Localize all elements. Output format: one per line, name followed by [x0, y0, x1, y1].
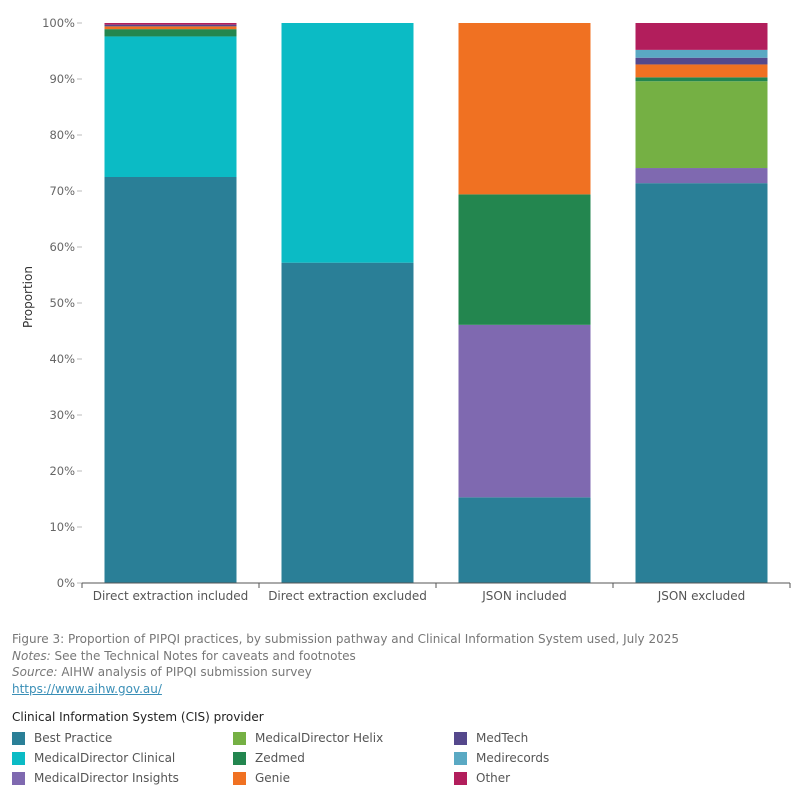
bar-segment[interactable]: MedicalDirector Insights: 30.8% — [458, 324, 591, 498]
legend-item[interactable]: MedTech — [454, 728, 675, 748]
legend-swatch — [233, 771, 246, 785]
bar-segment[interactable]: MedicalDirector Clinical: 25.1% — [104, 36, 237, 177]
legend-item[interactable]: MedicalDirector Helix — [233, 728, 454, 748]
y-tick-label: 50% — [49, 296, 75, 310]
bar-segment[interactable]: Genie: 30.6% — [458, 23, 591, 195]
legend-item[interactable]: Genie — [233, 768, 454, 788]
x-category-label: Direct extraction included — [93, 589, 249, 603]
bar-segment[interactable]: MedTech: 0.3% — [104, 24, 237, 27]
legend-label: MedicalDirector Helix — [255, 731, 384, 745]
legend-label: MedicalDirector Clinical — [34, 751, 176, 765]
figure-caption: Figure 3: Proportion of PIPQI practices,… — [12, 631, 679, 697]
legend-swatch — [454, 771, 467, 785]
bar-segment[interactable]: Other: 4.8% — [635, 23, 768, 50]
bar-segment[interactable]: Zedmed: 0.7% — [635, 77, 768, 82]
bar-segment[interactable]: Genie: 0.5% — [104, 26, 237, 30]
legend-item[interactable]: MedicalDirector Insights — [12, 768, 233, 788]
bar-segment[interactable]: Medirecords: 1.4% — [635, 49, 768, 58]
bar-segment[interactable]: Zedmed: 23.3% — [458, 194, 591, 325]
legend-swatch — [12, 731, 25, 745]
y-tick-label: 80% — [49, 128, 75, 142]
legend-swatch — [454, 751, 467, 765]
notes-text: See the Technical Notes for caveats and … — [50, 648, 356, 663]
legend-swatch — [233, 751, 246, 765]
bar-segment[interactable]: Best Practice: 57.2% — [281, 262, 414, 583]
y-tick-label: 70% — [49, 184, 75, 198]
y-tick-label: 20% — [49, 464, 75, 478]
source-label: Source: — [12, 665, 58, 679]
y-tick-label: 60% — [49, 240, 75, 254]
aihw-link[interactable]: https://www.aihw.gov.au/ — [12, 681, 162, 696]
legend-items: Best Practice MedicalDirector Clinical Med… — [12, 728, 792, 788]
bar-segment[interactable]: MedTech: 1.2% — [635, 57, 768, 65]
bar-segment[interactable]: Zedmed: 1.3% — [104, 29, 237, 37]
legend-item[interactable]: Best Practice — [12, 728, 233, 748]
bar-segment[interactable]: Best Practice: 72.5% — [104, 177, 237, 583]
legend-swatch — [12, 751, 25, 765]
y-tick-label: 40% — [49, 352, 75, 366]
legend-item[interactable]: Other — [454, 768, 675, 788]
y-tick-label: 100% — [42, 16, 75, 30]
legend-item[interactable]: Zedmed — [233, 748, 454, 768]
legend-label: Medirecords — [476, 751, 550, 765]
legend-label: Best Practice — [34, 731, 113, 745]
y-tick-label: 0% — [57, 576, 75, 590]
y-axis: 0% 10% 20% 30% 40% 50% 60% 70% 80% 90% 100% — [42, 16, 82, 590]
legend-swatch — [233, 731, 246, 745]
x-category-label: JSON included — [481, 589, 567, 603]
notes-label: Notes: — [12, 648, 51, 663]
y-tick-label: 30% — [49, 408, 75, 422]
x-category-label: Direct extraction excluded — [268, 589, 427, 603]
y-tick-label: 10% — [49, 520, 75, 534]
x-category-label: JSON excluded — [657, 589, 746, 603]
source-text: AIHW analysis of PIPQI submission survey — [57, 665, 312, 679]
legend-label: Other — [476, 771, 511, 785]
x-axis: Direct extraction included Direct extract… — [81, 582, 791, 603]
legend-swatch — [12, 771, 25, 785]
legend-item[interactable]: Medirecords — [454, 748, 675, 768]
bars: Best Practice: 72.5%MedicalDirector Clin… — [104, 23, 768, 583]
legend-swatch — [454, 731, 467, 745]
stacked-bar-chart: 0% 10% 20% 30% 40% 50% 60% 70% 80% 90% 100% Best P… — [21, 16, 791, 603]
notes-line: Notes: See the Technical Notes for cavea… — [12, 648, 679, 665]
source-line: Source: AIHW analysis of PIPQI submissio… — [12, 664, 679, 681]
y-axis-title: Proportion — [21, 266, 35, 328]
legend: Clinical Information System (CIS) provid… — [12, 710, 792, 788]
bar-segment[interactable]: MedicalDirector Clinical: 42.8% — [281, 23, 414, 263]
figure-title: Figure 3: Proportion of PIPQI practices,… — [12, 632, 680, 646]
bar-segment[interactable]: Genie: 2.3% — [635, 64, 768, 78]
bar-segment[interactable]: Other: 0.3% — [104, 23, 237, 25]
bar-segment[interactable]: MedicalDirector Insights: 2.7% — [635, 168, 768, 184]
bar-segment[interactable]: MedicalDirector Helix: 15.5% — [635, 81, 768, 169]
bar-segment[interactable]: Best Practice: 71.4% — [635, 183, 768, 583]
legend-item[interactable]: MedicalDirector Clinical — [12, 748, 233, 768]
legend-label: Zedmed — [255, 751, 305, 765]
legend-label: MedicalDirector Insights — [34, 771, 179, 785]
legend-label: MedTech — [476, 731, 529, 745]
y-tick-label: 90% — [49, 72, 75, 86]
legend-title: Clinical Information System (CIS) provid… — [12, 710, 264, 724]
bar-segment[interactable]: Best Practice: 15.3% — [458, 497, 591, 583]
legend-label: Genie — [255, 771, 291, 785]
